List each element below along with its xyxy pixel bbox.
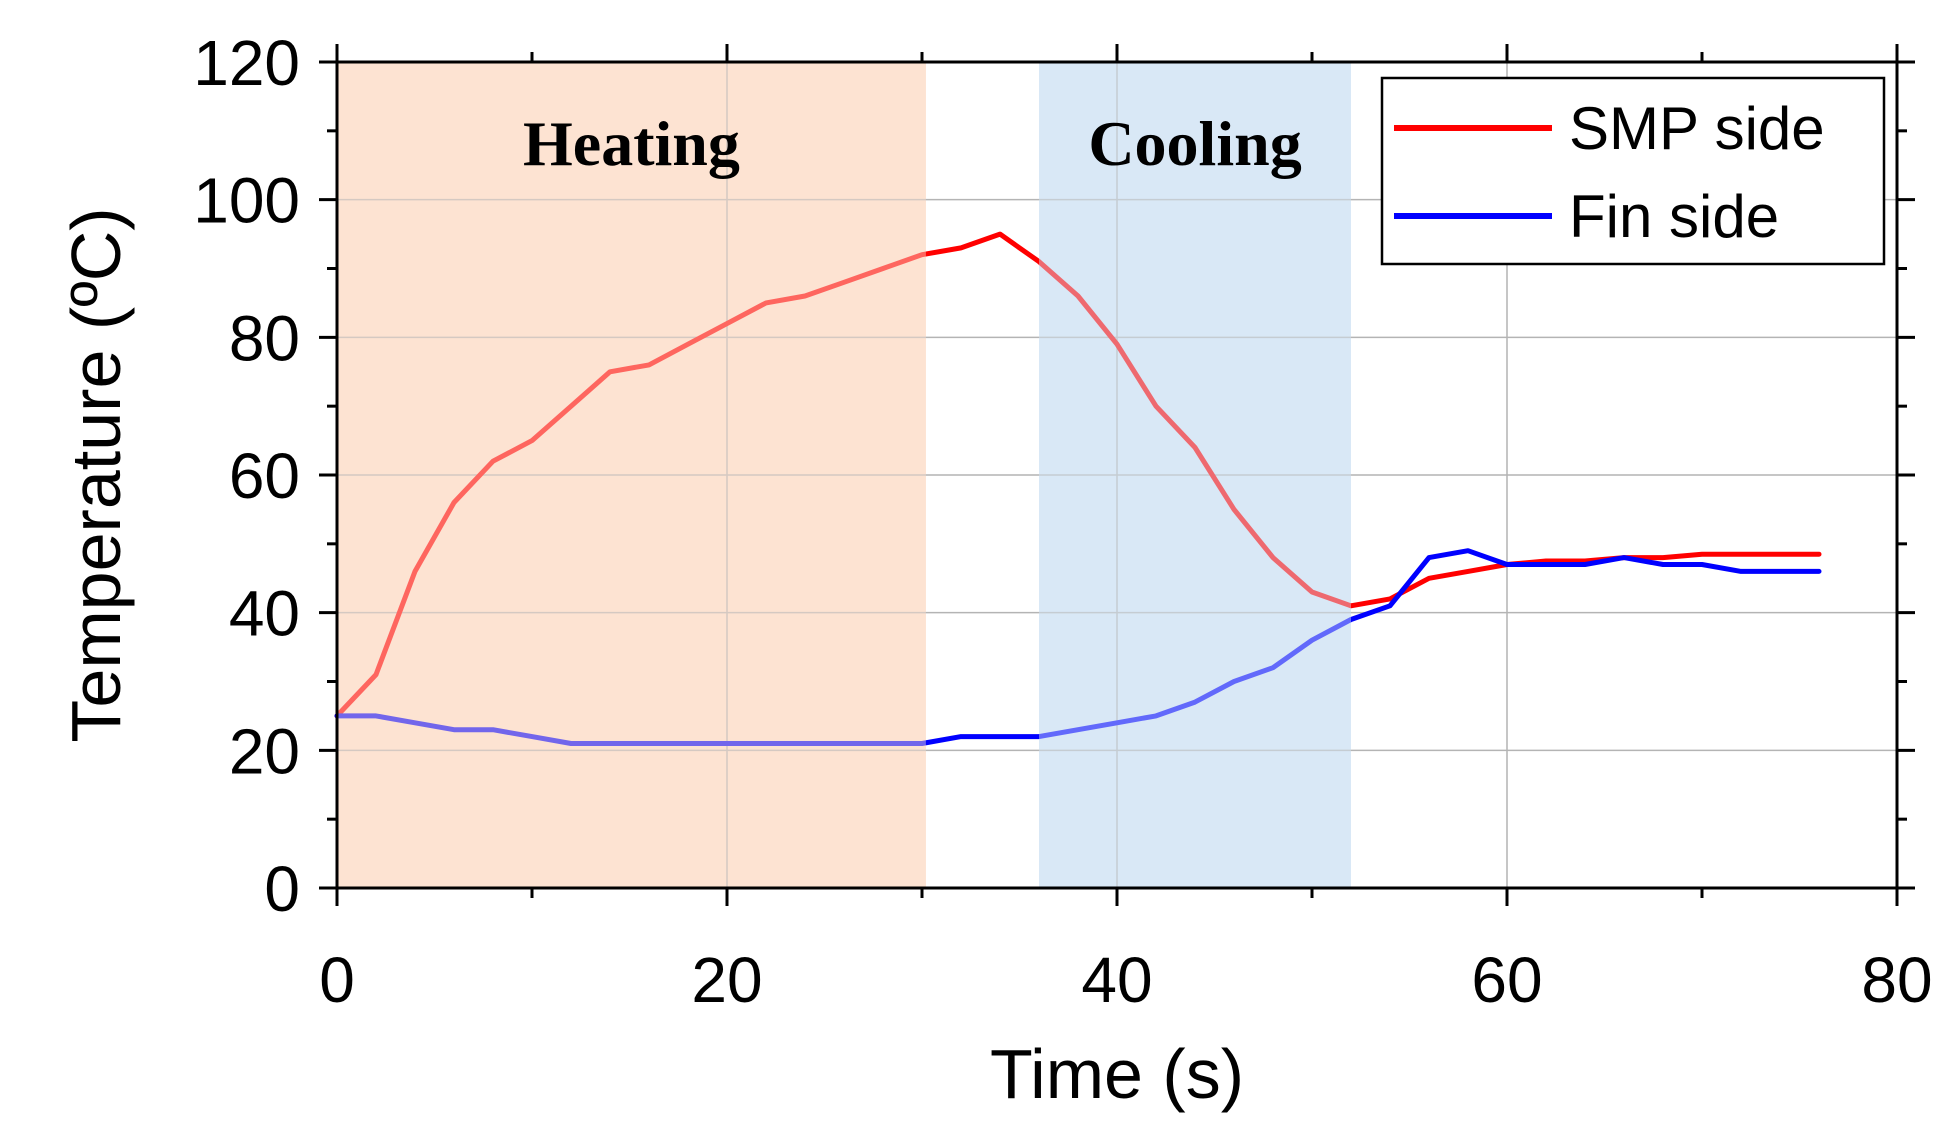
x-tick-label: 0	[319, 944, 355, 1016]
legend-label-smp-side: SMP side	[1569, 95, 1825, 162]
y-tick-label: 0	[264, 853, 300, 925]
region-overlays	[337, 62, 1351, 888]
x-tick-label: 20	[691, 944, 762, 1016]
y-tick-label: 80	[229, 302, 300, 374]
legend-label-fin-side: Fin side	[1569, 183, 1779, 250]
x-tick-label: 40	[1081, 944, 1152, 1016]
y-tick-label: 40	[229, 578, 300, 650]
x-tick-label: 60	[1471, 944, 1542, 1016]
y-tick-label: 60	[229, 440, 300, 512]
legend: SMP side Fin side	[1380, 76, 1886, 266]
y-tick-label: 120	[193, 27, 300, 99]
cooling-region-overlay	[1039, 62, 1351, 888]
y-tick-label: 100	[193, 165, 300, 237]
legend-box	[1380, 76, 1886, 266]
x-tick-label: 80	[1861, 944, 1932, 1016]
x-axis-title: Time (s)	[990, 1035, 1244, 1113]
y-tick-label: 20	[229, 715, 300, 787]
heating-region-overlay	[337, 62, 926, 888]
smp-side-line	[334, 231, 1822, 719]
cooling-label: Cooling	[1088, 108, 1301, 179]
fin-side-line	[334, 548, 1822, 746]
tick-labels: 0 20 40 60 80 0 20 40 60 80 100 120	[193, 27, 1932, 1016]
y-axis-title: Temperature (ºC)	[57, 207, 135, 742]
heating-label: Heating	[523, 108, 740, 179]
axis-ticks	[319, 44, 1915, 906]
series-lines	[334, 231, 1822, 746]
region-labels: Heating Cooling	[523, 108, 1302, 179]
